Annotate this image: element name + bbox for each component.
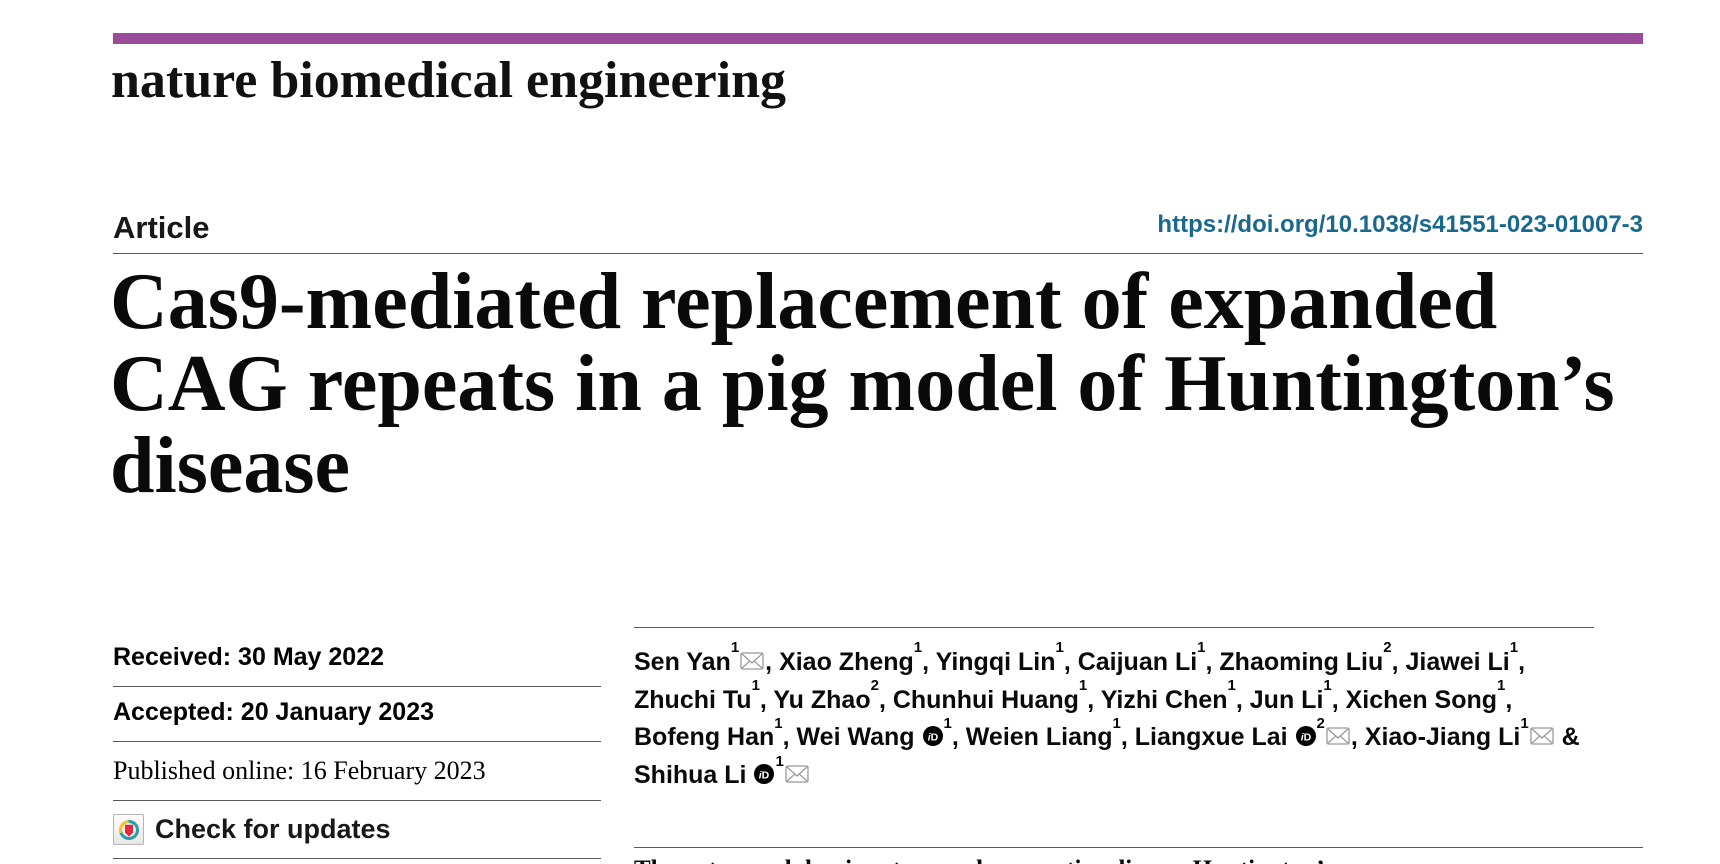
- svg-text:iD: iD: [927, 732, 938, 744]
- svg-text:iD: iD: [1300, 732, 1311, 744]
- svg-text:iD: iD: [759, 770, 770, 782]
